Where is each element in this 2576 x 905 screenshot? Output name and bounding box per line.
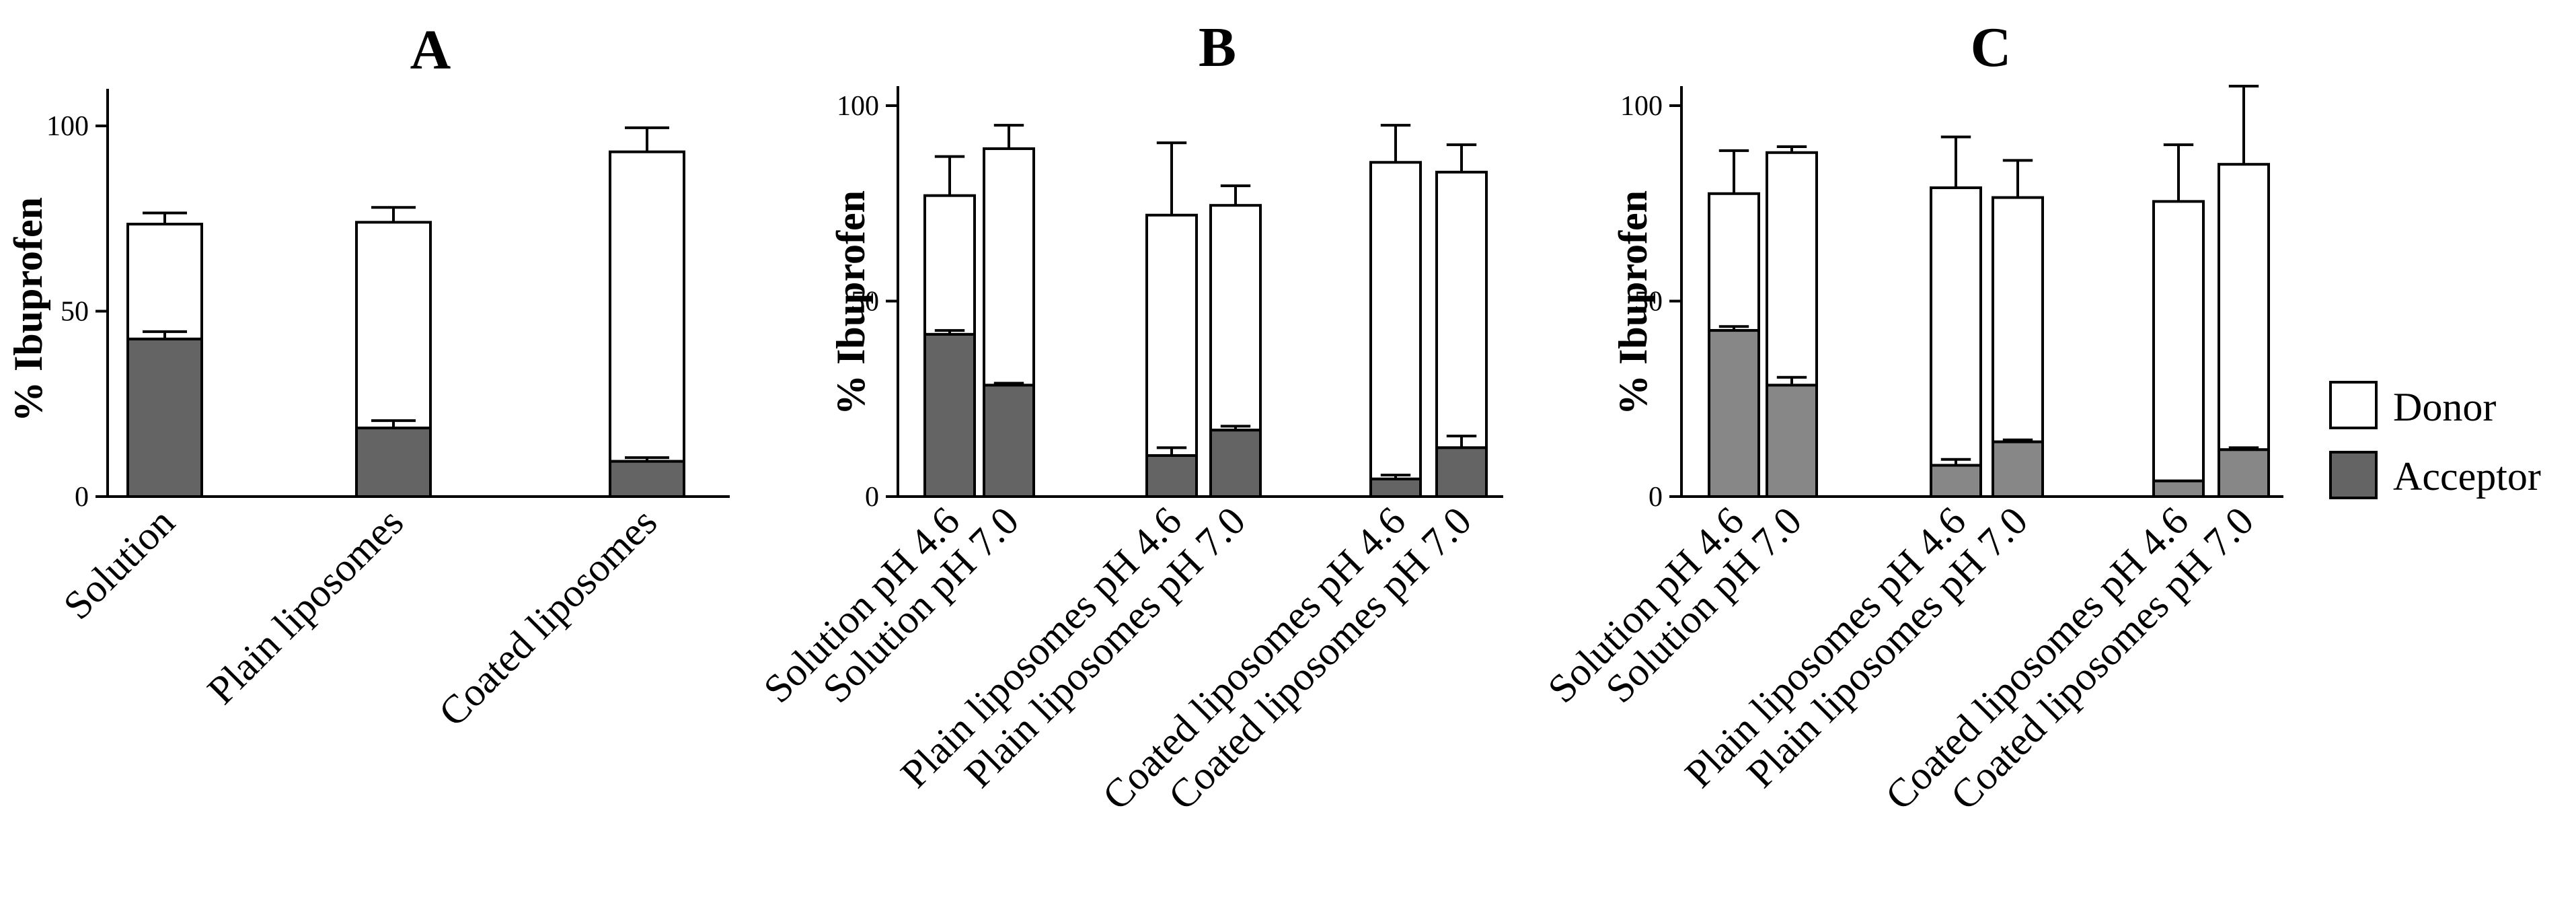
x-category-label: Coated liposomes	[430, 500, 666, 735]
bar-donor	[983, 147, 1035, 387]
bar-acceptor	[1369, 477, 1422, 498]
bar-donor	[1708, 192, 1760, 332]
bar-donor	[1766, 151, 1818, 387]
bar-donor	[1930, 186, 1982, 467]
bar-acceptor	[1992, 440, 2044, 499]
bar-donor	[609, 150, 685, 463]
y-tick-label: 100	[837, 91, 879, 122]
y-tick-label: 100	[46, 111, 89, 142]
y-tick-label: 50	[1634, 287, 1663, 318]
bar-acceptor	[1435, 446, 1488, 499]
bar-acceptor	[2152, 479, 2205, 498]
bar-donor	[1435, 170, 1488, 449]
y-tick-label: 0	[1649, 482, 1663, 513]
bar-acceptor	[1708, 329, 1760, 498]
bar-acceptor	[1766, 384, 1818, 499]
bar-donor	[1145, 213, 1198, 457]
x-category-label: Solution	[55, 500, 183, 628]
bar-acceptor	[983, 384, 1035, 499]
bar-donor	[1209, 204, 1262, 432]
panel-a-title: A	[410, 19, 451, 81]
panel-b-title: B	[1199, 16, 1236, 79]
bar-donor	[2218, 163, 2270, 451]
x-category-label: Plain liposomes	[199, 500, 412, 713]
legend: Donor Acceptor	[2329, 381, 2541, 499]
bar-acceptor	[1145, 454, 1198, 498]
panel-c-y-axis-label: % Ibuprofen	[1611, 190, 1655, 415]
bar-acceptor	[923, 332, 976, 498]
panel-a: A % Ibuprofen 0 50 100 Solution Plain liposo…	[6, 19, 730, 735]
y-tick-label: 0	[865, 482, 879, 513]
bar-donor	[923, 194, 976, 336]
bar-acceptor	[355, 427, 432, 499]
panel-a-y-axis-label: % Ibuprofen	[6, 197, 50, 422]
panel-c-title: C	[1971, 16, 2012, 79]
bar-acceptor	[1930, 464, 1982, 498]
bar-acceptor	[609, 460, 685, 498]
y-tick-label: 100	[1620, 91, 1663, 122]
bar-acceptor	[126, 337, 203, 499]
legend-donor-label: Donor	[2393, 385, 2496, 429]
bar-donor	[2152, 200, 2205, 482]
y-tick-label: 50	[61, 297, 89, 328]
panel-b-y-axis-label: % Ibuprofen	[829, 190, 873, 415]
bar-donor	[1992, 196, 2044, 443]
bar-acceptor	[2218, 448, 2270, 498]
bar-acceptor	[1209, 429, 1262, 498]
y-tick-label: 0	[75, 482, 89, 513]
bar-donor	[126, 223, 203, 340]
bar-donor	[1369, 161, 1422, 480]
legend-acceptor-swatch	[2329, 451, 2378, 499]
y-tick-label: 50	[851, 287, 879, 318]
legend-acceptor-label: Acceptor	[2393, 454, 2541, 499]
bar-donor	[355, 221, 432, 430]
legend-donor-swatch	[2329, 381, 2378, 429]
